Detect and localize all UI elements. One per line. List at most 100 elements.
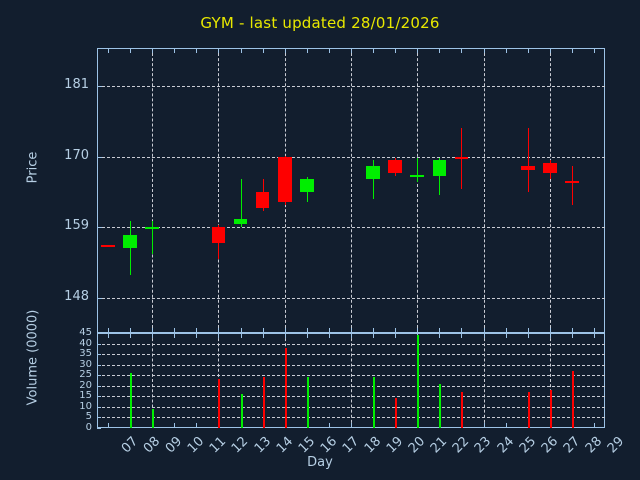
volume-bar-19: [373, 377, 375, 428]
volume-xtick-mark: [461, 333, 463, 338]
candle-body-23: [454, 156, 469, 159]
volume-xtick-mark: [152, 333, 154, 338]
candle-wick: [528, 128, 529, 193]
x-tick-label-13: 13: [251, 434, 274, 457]
price-xtick-mark: [461, 328, 463, 333]
volume-ytick-label: 0: [85, 422, 92, 433]
volume-xtick-mark: [527, 333, 529, 338]
price-xtick-mark: [439, 328, 441, 333]
volume-xtick-mark: [108, 423, 110, 428]
volume-xtick-mark: [306, 333, 308, 338]
volume-bar-13: [241, 394, 243, 428]
volume-xtick-mark: [439, 333, 441, 338]
price-xtick-mark: [527, 328, 529, 333]
x-tick-label-11: 11: [207, 434, 230, 457]
price-xtick-mark: [549, 328, 551, 333]
price-xtick-mark: [395, 48, 397, 53]
price-xtick-mark: [328, 328, 330, 333]
price-axis-label: Price: [25, 151, 41, 184]
volume-ytick-label: 35: [79, 348, 92, 360]
candle-wick: [152, 220, 153, 255]
x-tick-label-28: 28: [582, 434, 606, 457]
volume-xtick-mark: [373, 333, 375, 338]
price-xtick-mark: [284, 48, 286, 53]
x-tick-label-08: 08: [140, 434, 164, 457]
price-ytick-mark: [97, 227, 102, 229]
candle-wick: [417, 158, 418, 183]
volume-bar-16: [307, 377, 309, 428]
volume-axis-label: Volume (0000): [25, 309, 41, 406]
volume-ytick-mark: [97, 385, 101, 387]
price-xtick-mark: [395, 328, 397, 333]
price-xtick-mark: [130, 328, 132, 333]
volume-bar-28: [572, 371, 574, 428]
x-tick-label-23: 23: [472, 434, 495, 457]
candle-body-19: [366, 166, 380, 180]
price-ytick-label: 148: [64, 288, 89, 304]
x-tick-label-25: 25: [516, 434, 539, 457]
volume-xtick-mark: [240, 333, 242, 338]
volume-xtick-mark: [174, 423, 176, 428]
price-xtick-mark: [373, 48, 375, 53]
volume-ytick-mark: [97, 406, 101, 408]
price-ytick-mark: [97, 297, 102, 299]
x-axis-label: Day: [307, 455, 333, 470]
price-xtick-mark: [174, 328, 176, 333]
volume-bar-08: [130, 373, 132, 428]
price-xtick-mark: [262, 328, 264, 333]
x-tick-label-29: 29: [604, 434, 628, 457]
price-xtick-mark: [306, 328, 308, 333]
candle-body-08: [123, 235, 137, 248]
candle-body-16: [299, 179, 314, 193]
price-xtick-mark: [483, 328, 485, 333]
volume-xtick-mark: [196, 423, 198, 428]
price-xtick-mark: [593, 48, 595, 53]
candle-body-21: [410, 174, 425, 177]
price-xtick-mark: [240, 328, 242, 333]
volume-xtick-mark: [328, 333, 330, 338]
volume-xtick-mark: [483, 333, 485, 338]
price-xtick-mark: [439, 48, 441, 53]
volume-ytick-mark: [97, 333, 101, 334]
volume-bar-20: [395, 398, 397, 428]
volume-xtick-mark: [108, 333, 110, 338]
price-xtick-mark: [306, 48, 308, 53]
price-xtick-mark: [461, 48, 463, 53]
price-xtick-mark: [483, 48, 485, 53]
x-tick-label-15: 15: [295, 434, 318, 457]
price-xtick-mark: [549, 48, 551, 53]
x-tick-label-27: 27: [560, 434, 583, 457]
x-tick-label-19: 19: [383, 434, 407, 457]
x-tick-label-26: 26: [538, 434, 561, 457]
price-xtick-mark: [505, 48, 507, 53]
volume-bar-23: [461, 392, 463, 428]
volume-xtick-mark: [593, 423, 595, 428]
candle-body-12: [211, 227, 226, 244]
x-tick-label-16: 16: [317, 434, 340, 457]
volume-ytick-label: 20: [79, 379, 92, 391]
volume-xtick-mark: [174, 333, 176, 338]
price-ytick-mark: [97, 86, 102, 88]
price-xtick-mark: [417, 328, 419, 333]
price-xtick-mark: [152, 48, 154, 53]
candle-body-09: [145, 226, 160, 229]
x-tick-label-24: 24: [494, 434, 517, 457]
x-tick-label-18: 18: [361, 434, 385, 457]
volume-ytick-label: 40: [79, 337, 92, 349]
x-tick-label-20: 20: [406, 434, 429, 457]
volume-bar-09: [152, 409, 154, 428]
price-xtick-mark: [262, 48, 264, 53]
volume-bar-14: [263, 377, 265, 428]
price-xtick-mark: [218, 48, 220, 53]
volume-ytick-label: 45: [79, 327, 92, 338]
volume-xtick-mark: [549, 333, 551, 338]
price-ytick-label: 181: [64, 77, 89, 93]
x-tick-label-09: 09: [163, 434, 186, 457]
volume-xtick-mark: [328, 423, 330, 428]
volume-xtick-mark: [505, 333, 507, 338]
volume-bar-27: [550, 390, 552, 428]
price-ytick-mark: [97, 156, 102, 158]
price-xtick-mark: [108, 48, 110, 53]
price-xtick-mark: [373, 328, 375, 333]
candle-wick: [572, 166, 573, 205]
